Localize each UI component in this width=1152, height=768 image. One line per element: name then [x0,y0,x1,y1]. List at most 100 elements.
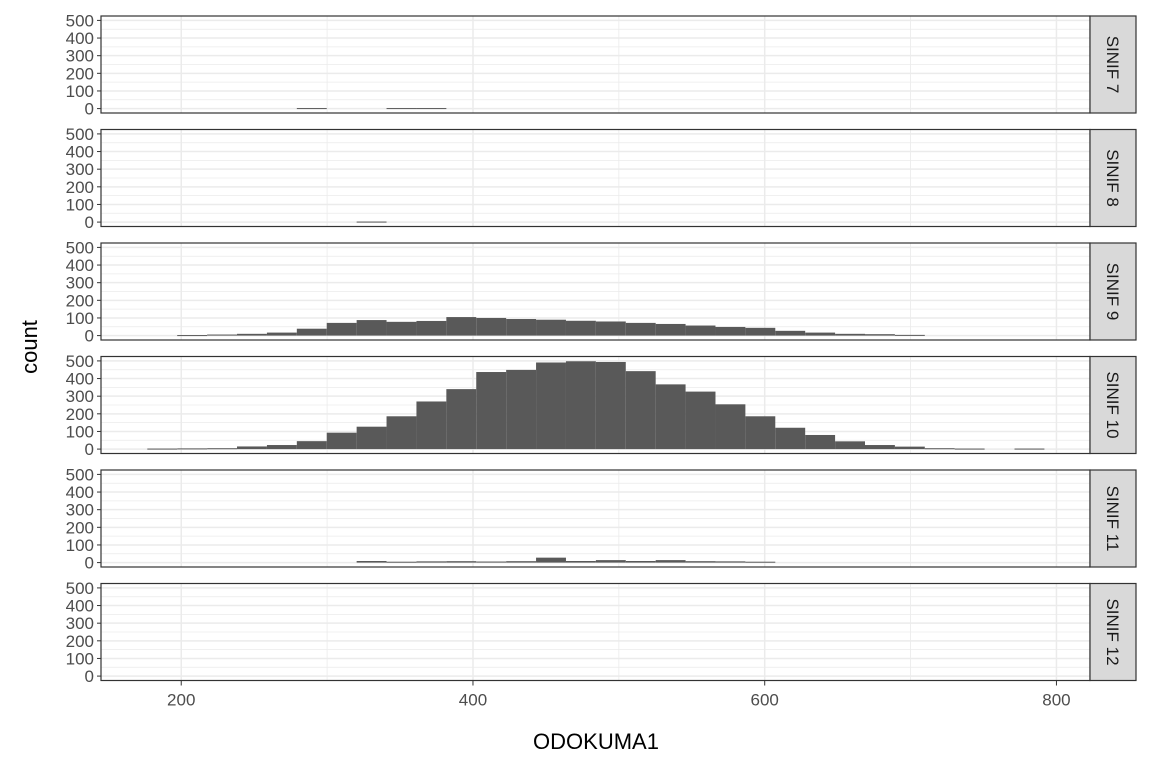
y-tick-label: 400 [66,143,94,162]
y-tick-label: 0 [85,213,94,232]
histogram-bar [595,560,626,563]
y-tick-label: 200 [66,518,94,537]
y-tick-label: 100 [66,309,94,328]
x-tick-label: 200 [167,691,195,710]
y-tick-label: 100 [66,422,94,441]
y-tick-label: 0 [85,100,94,119]
y-tick-label: 300 [66,47,94,66]
facet-strip-label: SINIF 9 [1103,263,1122,321]
x-tick-label: 400 [459,691,487,710]
y-tick-label: 200 [66,632,94,651]
histogram-bar [506,561,537,563]
histogram-bar [296,441,327,450]
histogram-bar [386,416,417,450]
y-tick-label: 0 [85,667,94,686]
histogram-bar [954,448,985,450]
histogram-bar [296,328,327,336]
x-axis-title: ODOKUMA1 [533,729,659,754]
y-tick-label: 500 [66,352,94,371]
histogram-bar [655,323,686,336]
histogram-bar [506,319,537,336]
y-tick-label: 100 [66,649,94,668]
facet-strip-label: SINIF 10 [1103,371,1122,438]
histogram-bar [476,372,507,450]
histogram-bar [536,319,566,336]
facet-strip [1089,469,1137,568]
histogram-bar [595,321,626,336]
facet-strip-label: SINIF 7 [1103,36,1122,94]
histogram-bar [805,332,836,336]
histogram-bar [416,401,447,450]
histogram-bar [356,221,387,223]
histogram-bar [147,448,178,450]
histogram-bar [386,561,417,563]
facet-strip-label: SINIF 8 [1103,149,1122,207]
histogram-bar [864,334,895,336]
histogram-bar [266,332,297,336]
histogram-bar [476,561,507,563]
histogram-bar [177,335,208,337]
facet-strip-label: SINIF 12 [1103,598,1122,665]
histogram-bar [715,404,746,450]
histogram-bar [745,327,776,336]
facet-strip [1089,355,1137,455]
y-tick-label: 300 [66,160,94,179]
facet-strip [1089,128,1137,228]
histogram-bar [685,325,716,336]
y-tick-label: 300 [66,501,94,520]
facet-strip-label: SINIF 11 [1103,486,1122,552]
histogram-bar [326,432,357,450]
histogram-bar [655,560,686,563]
histogram-bar [266,445,297,450]
histogram-bar [296,108,327,110]
histogram-bar [356,426,387,450]
y-tick-label: 500 [66,465,94,484]
histogram-bar [326,322,357,336]
histogram-bar [416,561,447,563]
facet-strip [1089,242,1137,341]
histogram-bar [177,448,208,450]
y-tick-label: 300 [66,387,94,406]
y-tick-label: 200 [66,178,94,197]
histogram-bar [207,448,238,450]
y-tick-label: 400 [66,256,94,275]
histogram-bar [386,321,417,336]
y-tick-label: 300 [66,614,94,633]
x-tick-label: 600 [751,691,779,710]
y-tick-label: 500 [66,125,94,144]
histogram-bar [565,320,596,336]
histogram-bar [476,317,507,336]
histogram-bar [237,333,267,336]
y-tick-label: 0 [85,440,94,459]
y-tick-label: 100 [66,536,94,555]
histogram-bar [446,389,477,450]
histogram-bar [745,561,776,563]
y-tick-label: 200 [66,405,94,424]
y-tick-label: 100 [66,195,94,214]
histogram-bar [745,416,776,450]
y-tick-label: 500 [66,579,94,598]
histogram-bar [625,322,656,336]
histogram-bar [565,361,596,450]
y-tick-label: 200 [66,291,94,310]
histogram-bar [356,561,387,563]
x-tick-label: 800 [1042,691,1070,710]
histogram-bar [924,448,955,450]
y-tick-label: 200 [66,64,94,83]
histogram-bar [536,362,566,450]
y-axis-title: count [17,320,42,374]
histogram-bar [416,108,447,110]
histogram-bar [775,427,806,450]
x-axis: 200 400 600 800 [167,680,1071,710]
histogram-bar [625,561,656,563]
histogram-bar [356,320,387,336]
histogram-bar [835,441,865,450]
y-tick-label: 0 [85,554,94,573]
